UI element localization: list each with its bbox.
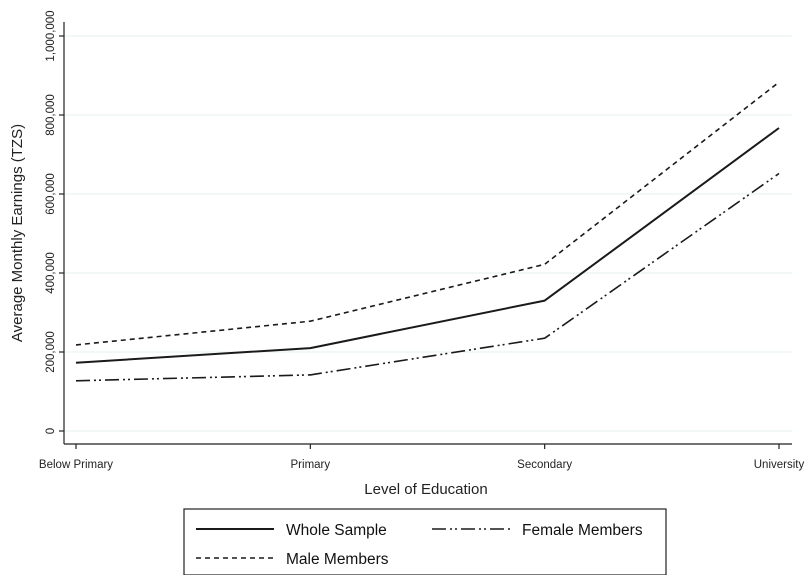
y-tick-label: 0 <box>45 428 57 434</box>
series-lines <box>75 81 780 382</box>
y-tick-label: 400,000 <box>45 252 57 294</box>
x-axis-ticks: Below Primary Primary Secondary University <box>39 444 805 471</box>
gridlines <box>64 35 792 432</box>
x-tick-label: Secondary <box>517 459 572 471</box>
y-axis-ticks: 0 200,000 400,000 600,000 800,000 1,000,000 <box>45 10 64 434</box>
series-line-female-members <box>75 172 780 382</box>
x-tick-label: University <box>754 459 805 471</box>
legend-label-female-members: Female Members <box>522 522 643 539</box>
y-axis-title: Average Monthly Earnings (TZS) <box>9 124 26 342</box>
x-tick-label: Below Primary <box>39 459 113 471</box>
y-tick-label: 1,000,000 <box>45 10 57 61</box>
axes <box>63 22 792 445</box>
x-axis-title: Level of Education <box>364 481 487 498</box>
legend-box <box>183 508 667 575</box>
series-line-male-members <box>75 81 780 346</box>
legend-label-male-members: Male Members <box>286 551 389 568</box>
legend-label-whole-sample: Whole Sample <box>286 522 387 539</box>
legend: Whole Sample Female Members Male Members <box>183 508 667 575</box>
y-tick-label: 800,000 <box>45 94 57 136</box>
y-tick-label: 600,000 <box>45 173 57 215</box>
x-tick-label: Primary <box>291 459 331 471</box>
series-line-whole-sample <box>75 127 780 364</box>
y-tick-label: 200,000 <box>45 331 57 373</box>
